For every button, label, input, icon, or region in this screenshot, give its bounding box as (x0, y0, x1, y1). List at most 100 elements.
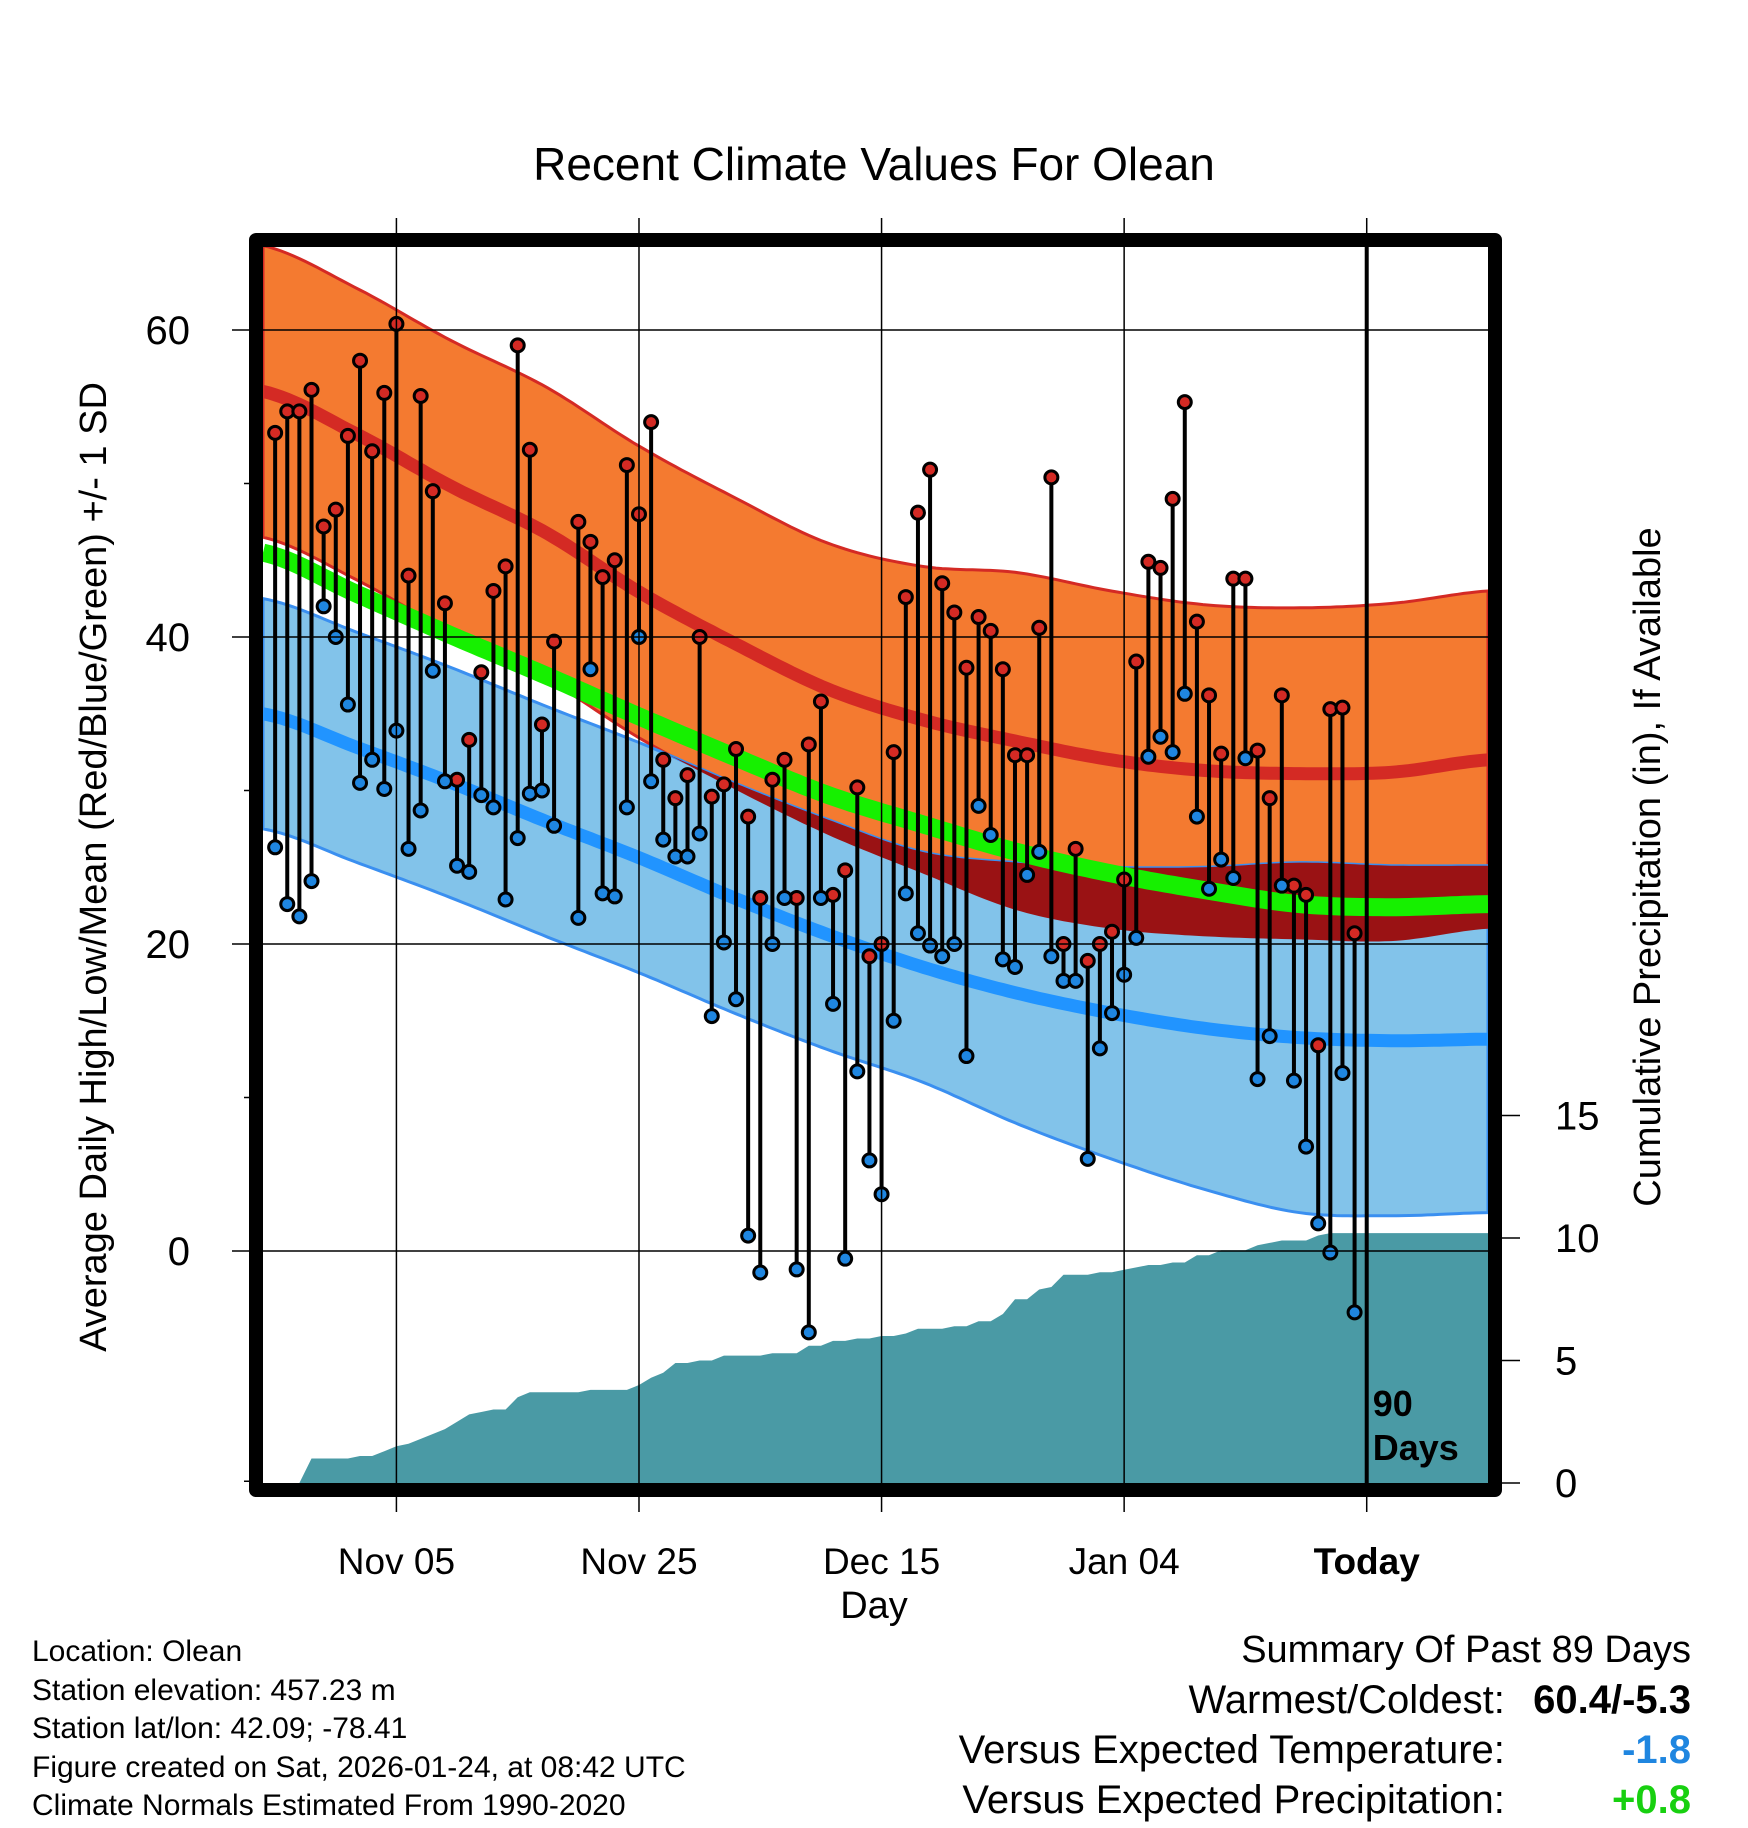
low-point (1104, 1005, 1121, 1022)
low-point (1031, 843, 1048, 860)
summary-panel: Summary Of Past 89 Days Warmest/Coldest:… (959, 1625, 1691, 1825)
low-point (958, 1048, 975, 1065)
low-point (1261, 1028, 1278, 1045)
low-point (1213, 851, 1230, 868)
high-point (909, 504, 926, 521)
low-point (691, 825, 708, 842)
high-point (1140, 553, 1157, 570)
y-axis-label: Average Daily High/Low/Mean (Red/Blue/Gr… (73, 382, 115, 1352)
summary-temp-row: Versus Expected Temperature: -1.8 (959, 1725, 1691, 1775)
high-point (1128, 653, 1145, 670)
high-point (1164, 490, 1181, 507)
high-point (1334, 699, 1351, 716)
low-point (970, 797, 987, 814)
low-point (339, 696, 356, 713)
high-point (485, 582, 502, 599)
info-normals: Climate Normals Estimated From 1990-2020 (32, 1789, 626, 1822)
x-tick-label: Jan 04 (1069, 1541, 1180, 1582)
high-point (934, 575, 951, 592)
high-point (655, 751, 672, 768)
low-point (570, 909, 587, 926)
info-latlon: Station lat/lon: 42.09; -78.41 (32, 1712, 408, 1745)
summary-precip-label: Versus Expected Precipitation: (962, 1778, 1505, 1822)
low-point (703, 1008, 720, 1025)
high-point (1310, 1037, 1327, 1054)
high-point (837, 862, 854, 879)
high-point (764, 771, 781, 788)
high-point (1176, 394, 1193, 411)
low-point (436, 773, 453, 790)
high-point (339, 427, 356, 444)
low-point (618, 799, 635, 816)
low-point (582, 661, 599, 678)
low-point (909, 925, 926, 942)
x-tick-label: Nov 25 (580, 1541, 697, 1582)
observation-stems (273, 323, 1357, 1333)
low-point (1237, 750, 1254, 767)
high-point (994, 661, 1011, 678)
low-point (509, 830, 526, 847)
low-point (533, 782, 550, 799)
high-point (1201, 687, 1218, 704)
high-point (436, 595, 453, 612)
high-point (618, 457, 635, 474)
today-days-number: 90 (1373, 1383, 1413, 1424)
low-point (655, 831, 672, 848)
y-tick-label: 0 (168, 1230, 190, 1274)
high-point (776, 751, 793, 768)
low-point (1043, 948, 1060, 965)
low-point (1201, 880, 1218, 897)
low-point (1285, 1072, 1302, 1089)
info-location: Location: Olean (32, 1635, 243, 1668)
high-point (364, 443, 381, 460)
summary-temp-value: -1.8 (1622, 1728, 1691, 1772)
high-point (643, 414, 660, 431)
low-point (424, 662, 441, 679)
low-point (679, 848, 696, 865)
high-point (594, 569, 611, 586)
high-point (728, 741, 745, 758)
low-point (922, 937, 939, 954)
high-point (1019, 747, 1036, 764)
high-point (861, 948, 878, 965)
high-point (922, 461, 939, 478)
low-point (412, 802, 429, 819)
y-tick-label: 60 (146, 309, 191, 353)
high-point (473, 664, 490, 681)
low-point (1188, 808, 1205, 825)
low-point (861, 1152, 878, 1169)
y2-tick-label: 0 (1555, 1462, 1577, 1506)
x-axis-label: Day (840, 1585, 908, 1627)
summary-precip-value: +0.8 (1612, 1778, 1691, 1822)
low-point (800, 1324, 817, 1341)
high-point (497, 558, 514, 575)
low-point (715, 934, 732, 951)
low-point (1273, 877, 1290, 894)
low-point (364, 751, 381, 768)
low-point (606, 888, 623, 905)
high-point (412, 388, 429, 405)
high-point (606, 552, 623, 569)
high-point (679, 767, 696, 784)
high-point (509, 337, 526, 354)
summary-precip-row: Versus Expected Precipitation: +0.8 (959, 1775, 1691, 1825)
low-point (279, 896, 296, 913)
low-point (1176, 685, 1193, 702)
low-point (315, 598, 332, 615)
high-point (958, 659, 975, 676)
high-point (970, 609, 987, 626)
plot-frame (249, 233, 1502, 1497)
low-point (728, 991, 745, 1008)
high-point (267, 424, 284, 441)
high-point (703, 788, 720, 805)
low-point (740, 1227, 757, 1244)
info-elevation: Station elevation: 457.23 m (32, 1673, 396, 1707)
low-point (885, 1012, 902, 1029)
high-point (982, 622, 999, 639)
x-tick-label: Today (1314, 1541, 1421, 1582)
low-point (1152, 728, 1169, 745)
normal-high-line (263, 385, 1488, 781)
high-point (461, 731, 478, 748)
